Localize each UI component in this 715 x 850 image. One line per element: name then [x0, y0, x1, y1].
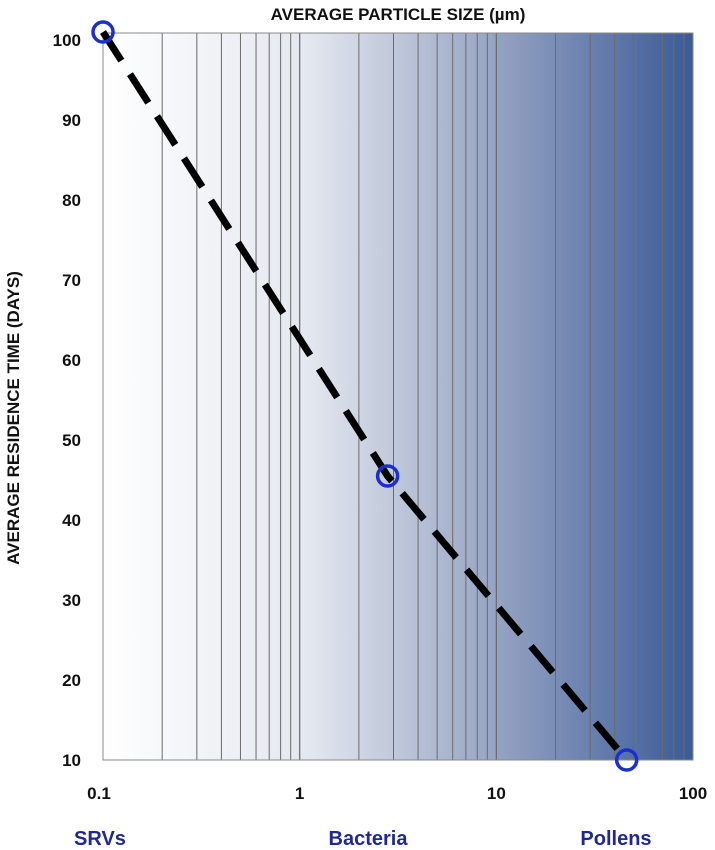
plot-background [103, 33, 693, 760]
category-labels: SRVs Bacteria Pollens [74, 828, 652, 850]
y-tick-label: 100 [53, 31, 81, 50]
category-label: Pollens [580, 828, 651, 850]
y-tick-label: 90 [62, 111, 81, 130]
y-tick-label: 30 [62, 591, 81, 610]
x-axis: 0.1 1 10 100 [87, 784, 707, 803]
plot-frame [102, 32, 694, 761]
chart-title: AVERAGE PARTICLE SIZE (µm) [271, 5, 526, 24]
x-tick-label: 100 [679, 784, 707, 803]
category-label: Bacteria [329, 828, 409, 850]
y-tick-label: 40 [62, 511, 81, 530]
data-point [614, 748, 639, 772]
series-group [91, 20, 639, 772]
x-tick-label: 1 [295, 784, 304, 803]
y-tick-label: 10 [62, 751, 81, 770]
data-point [375, 464, 400, 488]
y-tick-label: 70 [62, 271, 81, 290]
grid-lines [102, 32, 694, 761]
y-tick-label: 20 [62, 671, 81, 690]
y-axis-label: AVERAGE RESIDENCE TIME (DAYS) [4, 271, 23, 565]
data-point [91, 20, 115, 44]
x-tick-label: 0.1 [87, 784, 111, 803]
x-tick-label: 10 [487, 784, 506, 803]
y-axis: 10 20 30 40 50 60 70 80 90 100 [53, 31, 81, 770]
y-tick-label: 50 [62, 431, 81, 450]
category-label: SRVs [74, 828, 126, 850]
series-line [100, 30, 630, 763]
y-tick-label: 60 [62, 351, 81, 370]
y-tick-label: 80 [62, 191, 81, 210]
